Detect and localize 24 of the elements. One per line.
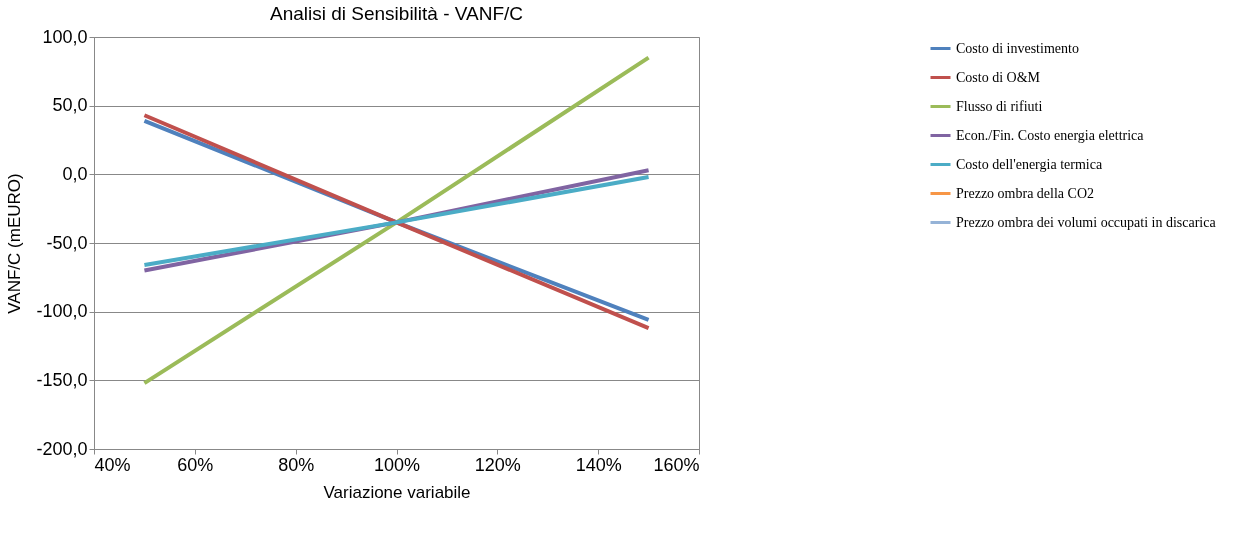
legend-label: Econ./Fin. Costo energia elettrica xyxy=(956,127,1145,143)
x-tick-label: 40% xyxy=(94,454,131,475)
x-tick-label: 80% xyxy=(278,454,315,475)
y-tick-label: -150,0 xyxy=(36,369,88,390)
y-tick-label: 50,0 xyxy=(52,95,88,116)
x-tick-label: 100% xyxy=(373,454,421,475)
legend-label: Prezzo ombra della CO2 xyxy=(956,185,1095,201)
legend-label: Flusso di rifiuti xyxy=(956,98,1043,114)
x-tick-label: 140% xyxy=(575,454,622,475)
legend-label: Costo di investimento xyxy=(956,40,1079,56)
y-tick-label: 100,0 xyxy=(42,26,88,47)
y-tick-label: 0,0 xyxy=(62,163,88,184)
x-tick-label: 120% xyxy=(474,454,521,475)
legend-label: Costo dell'energia termica xyxy=(956,156,1103,172)
x-tick-label: 160% xyxy=(653,454,700,475)
x-axis-title: Variazione variabile xyxy=(323,482,471,502)
y-tick-label: -50,0 xyxy=(46,232,88,253)
y-tick-label: -100,0 xyxy=(36,301,88,322)
x-tick-label: 60% xyxy=(177,454,214,475)
y-axis-title: VANF/C (mEURO) xyxy=(5,173,25,314)
legend-label: Costo di O&M xyxy=(956,69,1041,85)
y-tick-label: -200,0 xyxy=(36,438,88,459)
chart-title: Analisi di Sensibilità - VANF/C xyxy=(269,3,524,24)
legend-label: Prezzo ombra dei volumi occupati in discarica xyxy=(956,214,1217,230)
